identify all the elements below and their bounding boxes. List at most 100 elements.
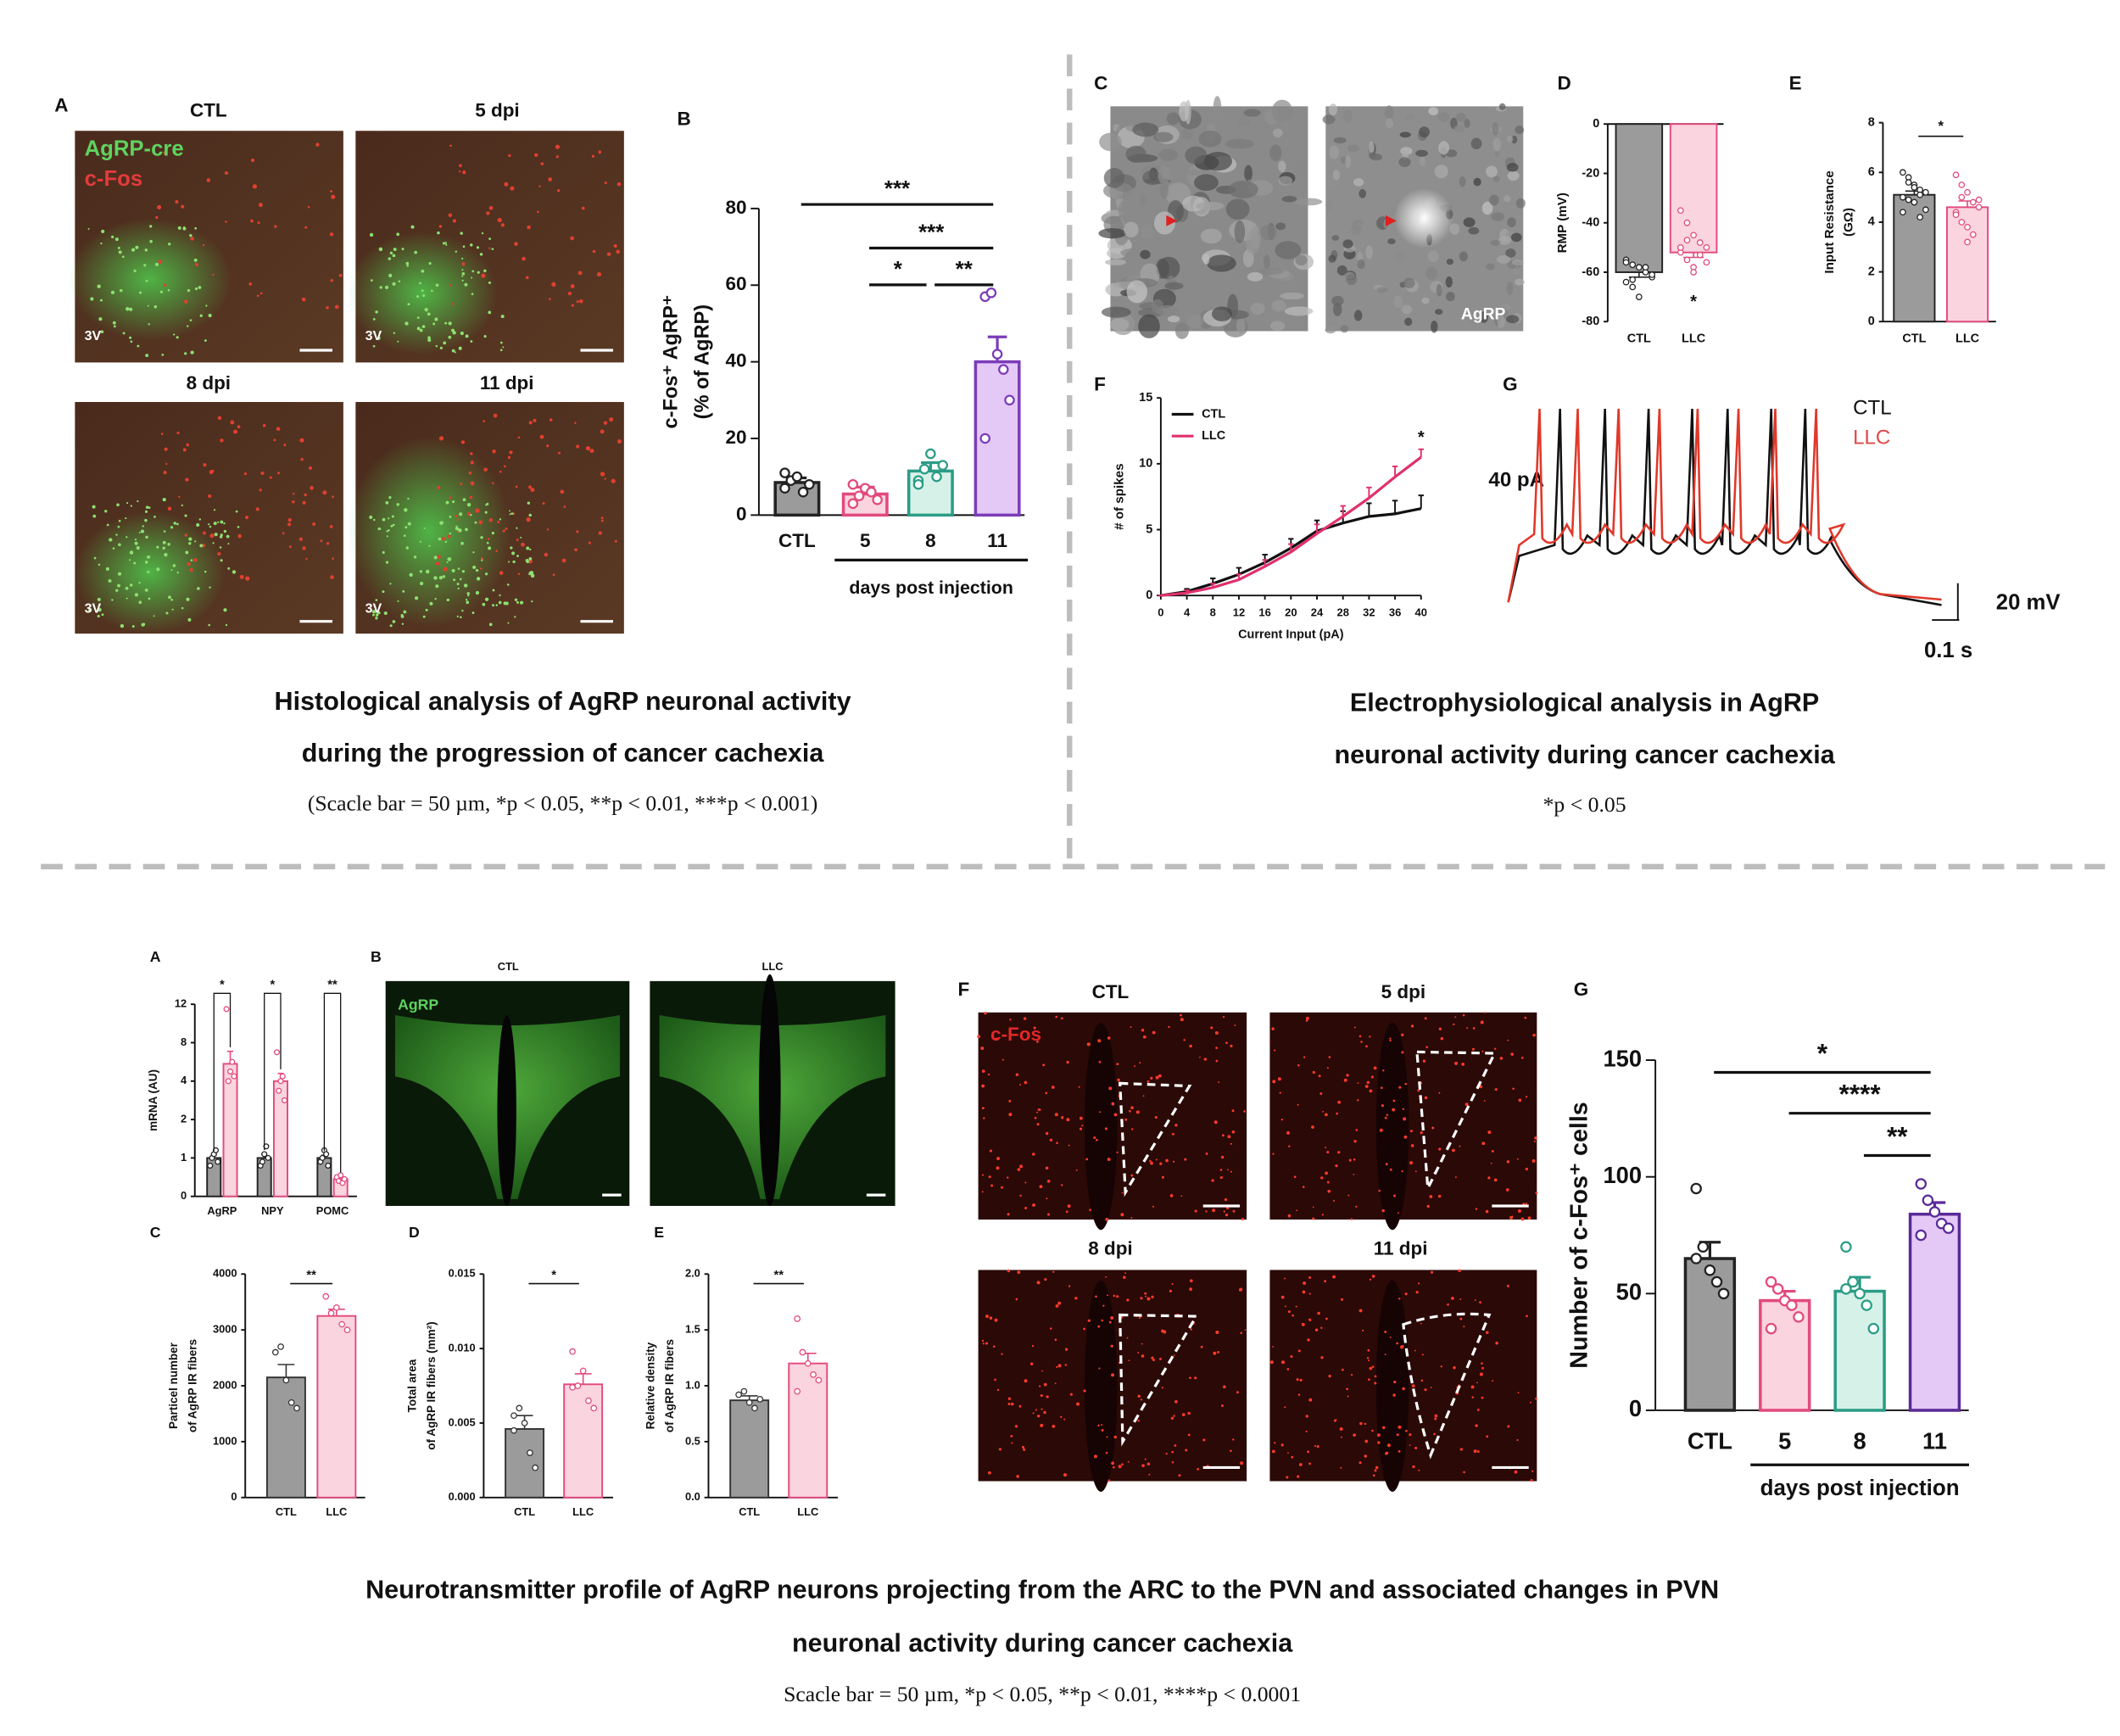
speck xyxy=(186,443,190,447)
speck xyxy=(492,604,495,607)
speck xyxy=(1507,170,1520,181)
speck xyxy=(189,319,192,321)
speck xyxy=(1517,1392,1520,1394)
speck xyxy=(145,505,149,509)
speck xyxy=(403,534,406,537)
speck xyxy=(1318,1075,1321,1078)
speck xyxy=(1137,1419,1140,1422)
speck xyxy=(483,269,487,273)
speck xyxy=(97,284,101,288)
speck xyxy=(1116,1151,1119,1153)
speck xyxy=(312,522,316,526)
speck xyxy=(1296,158,1308,183)
speck xyxy=(461,271,466,276)
speck xyxy=(1535,1397,1537,1400)
speck xyxy=(145,535,148,539)
speck xyxy=(224,170,229,176)
speck xyxy=(1393,1194,1397,1197)
data-point xyxy=(1622,259,1630,266)
speck xyxy=(138,581,141,584)
speck xyxy=(471,293,474,296)
speck xyxy=(1117,1078,1120,1082)
speck xyxy=(995,1037,998,1041)
speck xyxy=(1355,1205,1358,1208)
speck xyxy=(427,336,431,339)
speck xyxy=(1353,310,1363,321)
y-tick-label: 1000 xyxy=(213,1434,237,1447)
speck xyxy=(213,522,217,526)
speck xyxy=(422,615,426,618)
speck xyxy=(1398,1298,1401,1300)
speck xyxy=(1202,254,1210,265)
speck xyxy=(528,421,533,425)
speck xyxy=(1231,1109,1235,1113)
speck xyxy=(1271,1027,1275,1030)
data-point xyxy=(1964,223,1971,231)
speck xyxy=(1343,1078,1347,1082)
speck xyxy=(1083,1327,1085,1331)
panel-letter: D xyxy=(409,1224,420,1241)
y-axis-label: Input Resistance xyxy=(1822,170,1837,273)
speck xyxy=(401,248,404,251)
speck xyxy=(1463,1326,1465,1328)
speck xyxy=(996,1157,1001,1160)
speck xyxy=(1492,121,1499,136)
speck xyxy=(382,517,386,522)
x-tick-label: 40 xyxy=(1415,606,1427,618)
speck xyxy=(1507,1425,1510,1428)
speck xyxy=(1296,1378,1299,1382)
speck xyxy=(1298,1463,1303,1466)
speck xyxy=(1036,1281,1040,1285)
speck xyxy=(471,270,475,273)
data-point xyxy=(779,483,790,494)
speck xyxy=(120,623,125,628)
y-tick-label: 0.5 xyxy=(685,1434,700,1447)
speck xyxy=(1410,1144,1414,1147)
speck xyxy=(1120,1213,1124,1217)
speck xyxy=(199,314,203,317)
speck xyxy=(581,206,585,210)
speck xyxy=(119,288,123,293)
speck xyxy=(1418,1469,1420,1471)
speck xyxy=(292,492,295,495)
speck xyxy=(488,247,491,249)
speck xyxy=(114,237,119,242)
speck xyxy=(1213,96,1222,118)
speck xyxy=(1130,1106,1134,1109)
speck xyxy=(1369,1089,1373,1093)
data-point xyxy=(918,463,930,475)
speck xyxy=(448,213,453,218)
data-point xyxy=(1900,209,1906,216)
panel-letter: G xyxy=(1503,374,1518,395)
speck xyxy=(1346,1074,1349,1077)
data-point xyxy=(276,1087,282,1094)
speck xyxy=(1180,1013,1182,1017)
speck xyxy=(548,298,551,301)
speck xyxy=(1374,1469,1377,1472)
speck xyxy=(121,255,125,259)
data-point xyxy=(516,1404,523,1412)
speck xyxy=(1101,1319,1104,1322)
speck xyxy=(171,608,174,611)
speck xyxy=(449,532,452,535)
speck xyxy=(419,540,421,543)
speck xyxy=(1481,1362,1483,1365)
speck xyxy=(475,508,480,513)
speck xyxy=(1039,1185,1043,1189)
data-point xyxy=(1629,276,1637,283)
speck xyxy=(510,186,515,191)
data-point xyxy=(1786,1299,1798,1311)
speck xyxy=(307,205,310,209)
speck xyxy=(448,335,452,339)
speck xyxy=(509,510,511,512)
speck xyxy=(994,1378,996,1382)
speck xyxy=(1066,1060,1069,1064)
caption: neuronal activity during cancer cachexia xyxy=(792,1628,1293,1657)
speck xyxy=(1199,1056,1201,1058)
speck xyxy=(1326,176,1336,191)
speck xyxy=(378,527,382,530)
data-point xyxy=(273,1049,281,1056)
x-tick-label: CTL xyxy=(276,1505,297,1518)
speck xyxy=(1398,1449,1401,1453)
y-tick-label: 1.0 xyxy=(685,1378,700,1391)
